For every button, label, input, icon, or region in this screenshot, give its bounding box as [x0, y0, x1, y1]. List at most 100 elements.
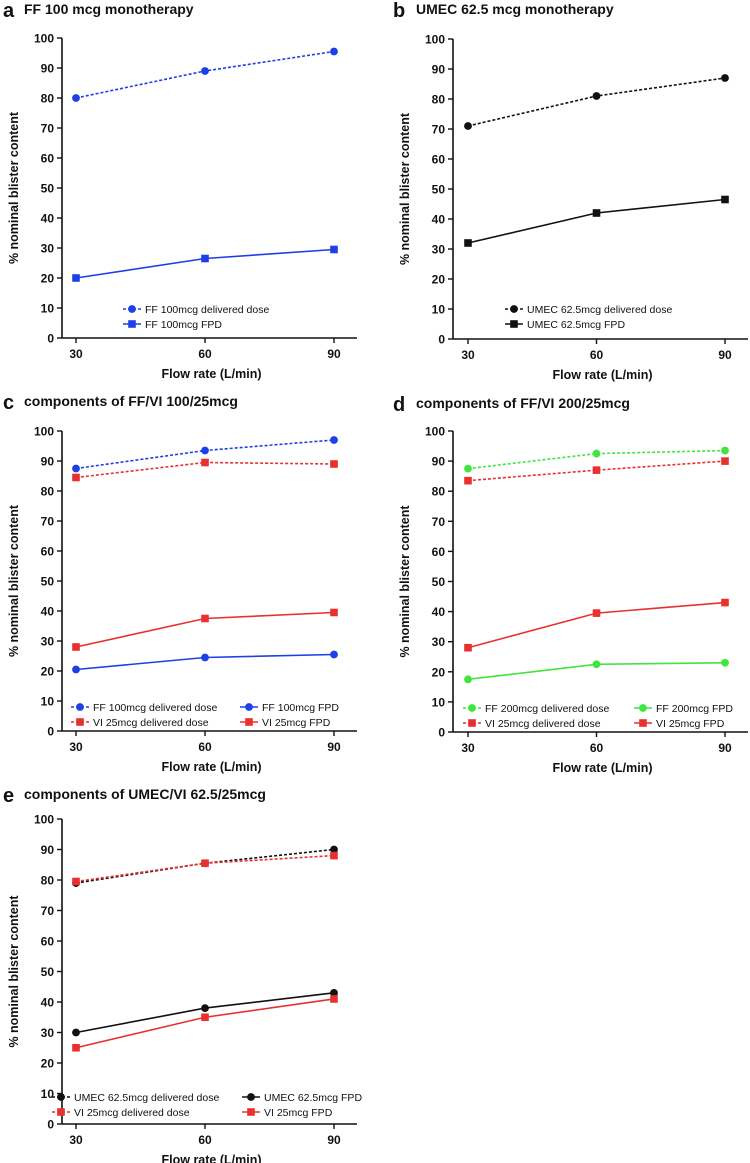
data-point	[464, 239, 472, 247]
data-point	[721, 457, 729, 465]
y-tick-label: 30	[41, 1026, 55, 1040]
data-point	[72, 1043, 80, 1052]
series-ff-100mcg-delivered-dose	[72, 436, 338, 473]
y-tick-label: 50	[41, 182, 55, 196]
legend-label: FF 100mcg FPD	[145, 319, 222, 331]
data-point	[330, 245, 338, 254]
data-point	[464, 464, 472, 473]
data-point	[592, 209, 601, 217]
legend-item: VI 25mcg FPD	[634, 718, 725, 730]
y-tick-label: 60	[41, 935, 55, 949]
series-line	[467, 460, 726, 482]
chart-title: FF 100 mcg monotherapy	[24, 1, 194, 17]
legend-label: VI 25mcg FPD	[262, 717, 331, 729]
y-tick-label: 80	[432, 485, 446, 499]
data-point	[592, 660, 601, 669]
y-tick-label: 50	[41, 575, 55, 589]
y-tick-label: 100	[34, 425, 54, 439]
data-point	[721, 658, 729, 667]
y-tick-label: 20	[41, 272, 55, 286]
y-tick-label: 40	[432, 605, 446, 619]
data-point	[464, 643, 472, 652]
data-point	[330, 608, 338, 617]
panel-letter: c	[3, 392, 14, 414]
y-tick-label: 60	[41, 152, 55, 166]
series-vi-25mcg-fpd	[72, 995, 338, 1052]
y-tick-label: 80	[41, 874, 55, 888]
y-tick-label: 10	[41, 695, 55, 709]
data-point	[330, 988, 338, 997]
data-point	[201, 1004, 209, 1012]
chart-panel-a: a FF 100 mcg monotherapy 0 10 20 30 40 50 60 70 80…	[3, 0, 357, 381]
legend: UMEC 62.5mcg delivered dose UMEC 62.5mcg …	[52, 1092, 362, 1119]
y-tick-label: 40	[41, 605, 55, 619]
data-point	[72, 1028, 80, 1037]
series-vi-25mcg-delivered-dose	[72, 458, 338, 482]
panel-letter: d	[393, 394, 405, 416]
y-tick-label: 30	[432, 635, 446, 649]
x-tick-label: 90	[327, 1133, 341, 1147]
data-point	[201, 1013, 209, 1022]
legend-swatch-marker	[128, 305, 136, 313]
legend-swatch-marker	[639, 719, 647, 727]
data-point	[72, 473, 80, 482]
y-axis-label: % nominal blister content	[7, 504, 21, 657]
y-axis-label: % nominal blister content	[398, 505, 412, 658]
x-axis-label: Flow rate (L/min)	[162, 760, 262, 774]
data-point	[72, 643, 80, 651]
data-point	[201, 653, 209, 662]
x-tick-label: 60	[198, 347, 212, 361]
legend-item: FF 200mcg FPD	[634, 703, 733, 715]
legend-label: VI 25mcg delivered dose	[485, 718, 601, 730]
series-line	[75, 992, 335, 1034]
y-tick-label: 90	[432, 63, 446, 77]
legend-item: VI 25mcg delivered dose	[463, 718, 601, 730]
data-point	[592, 449, 601, 458]
x-tick-label: 60	[590, 741, 604, 755]
data-point	[72, 274, 80, 282]
y-tick-label: 60	[432, 545, 446, 559]
series-ff-200mcg-delivered-dose	[464, 446, 729, 473]
y-tick-label: 10	[432, 695, 446, 709]
legend: FF 100mcg delivered dose FF 100mcg FPD VI …	[71, 702, 339, 729]
y-tick-label: 100	[34, 32, 54, 46]
panel-letter: b	[393, 0, 405, 22]
y-tick-label: 0	[47, 332, 54, 346]
panel-letter: e	[3, 785, 14, 807]
x-tick-label: 60	[590, 348, 604, 362]
legend-item: UMEC 62.5mcg FPD	[505, 319, 625, 331]
x-tick-label: 30	[461, 741, 475, 755]
y-tick-label: 0	[47, 725, 54, 739]
y-tick-label: 80	[41, 485, 55, 499]
series-ff-100mcg-fpd	[72, 245, 338, 282]
legend-swatch-marker	[510, 305, 518, 313]
data-point	[721, 74, 729, 82]
x-axis-label: Flow rate (L/min)	[162, 1153, 262, 1163]
x-tick-label: 30	[461, 348, 475, 362]
legend-swatch-marker	[468, 719, 476, 727]
series-line	[467, 198, 726, 244]
data-point	[201, 67, 209, 75]
legend-label: VI 25mcg delivered dose	[74, 1107, 190, 1119]
x-axis-label: Flow rate (L/min)	[553, 368, 653, 382]
legend-item: FF 100mcg FPD	[123, 319, 222, 331]
y-tick-label: 40	[41, 996, 55, 1010]
x-tick-label: 60	[198, 740, 212, 754]
legend-label: VI 25mcg FPD	[264, 1107, 333, 1119]
data-point	[592, 609, 601, 617]
data-point	[330, 995, 338, 1003]
chart-title: components of UMEC/VI 62.5/25mcg	[24, 786, 266, 802]
legend-item: VI 25mcg FPD	[242, 1107, 333, 1119]
x-axis-label: Flow rate (L/min)	[553, 761, 653, 775]
data-point	[592, 466, 601, 474]
legend-item: FF 100mcg delivered dose	[123, 304, 269, 316]
legend-label: VI 25mcg delivered dose	[93, 717, 209, 729]
series-umec-62-5mcg-fpd	[464, 195, 729, 247]
y-tick-label: 40	[432, 213, 446, 227]
x-tick-label: 30	[69, 1133, 83, 1147]
series-line	[467, 449, 726, 470]
legend-item: VI 25mcg delivered dose	[71, 717, 209, 729]
y-tick-label: 0	[438, 726, 445, 740]
y-tick-label: 100	[425, 33, 445, 47]
